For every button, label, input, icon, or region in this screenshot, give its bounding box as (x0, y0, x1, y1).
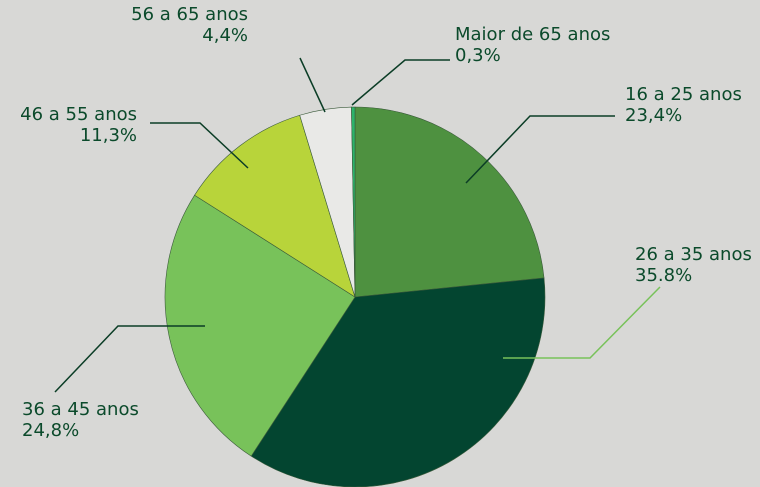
slice-label: 16 a 25 anos (625, 84, 742, 105)
pie-slice (164, 194, 356, 457)
pie-slice (354, 106, 545, 298)
value-label: 23,4% (625, 105, 682, 126)
slice-label: 56 a 65 anos (131, 4, 248, 25)
leader-line (150, 122, 249, 169)
slice-label: 36 a 45 anos (22, 399, 139, 420)
leader-line (351, 59, 450, 106)
slice-label: 26 a 35 anos (635, 244, 752, 265)
pie-slice (250, 277, 546, 487)
pie-slice (194, 114, 356, 298)
value-label: 4,4% (202, 25, 248, 46)
pie-slice (351, 106, 356, 298)
value-label: 35.8% (635, 265, 692, 286)
value-label: 0,3% (455, 45, 501, 66)
value-label: 11,3% (80, 125, 137, 146)
leader-line (299, 57, 326, 113)
slice-label: Maior de 65 anos (455, 24, 610, 45)
slice-label: 46 a 55 anos (20, 104, 137, 125)
value-label: 24,8% (22, 420, 79, 441)
leader-line (465, 115, 615, 184)
leader-line (503, 286, 661, 359)
leader-line (54, 325, 205, 393)
